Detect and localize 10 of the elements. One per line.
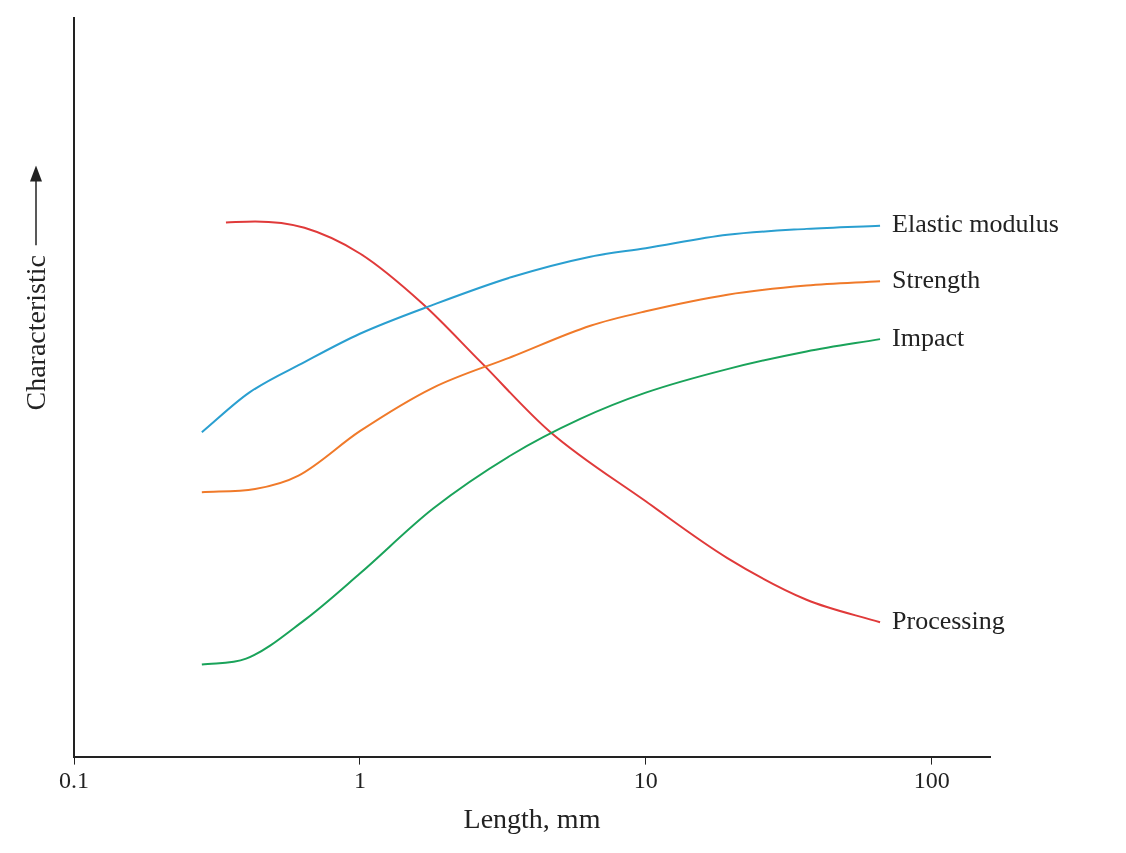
x-tick-label: 0.1	[59, 767, 89, 794]
series-label: Impact	[892, 322, 966, 352]
x-tick-label: 10	[633, 767, 658, 794]
series-label: Elastic modulus	[892, 209, 1059, 239]
series-label: Processing	[892, 606, 1005, 636]
series-label: Strength	[892, 265, 981, 295]
x-tick-label: 100	[913, 767, 950, 794]
y-axis-title: Characteristic	[20, 255, 52, 411]
x-tick-label: 1	[353, 767, 366, 794]
x-axis-title: Length, mm	[463, 802, 601, 834]
